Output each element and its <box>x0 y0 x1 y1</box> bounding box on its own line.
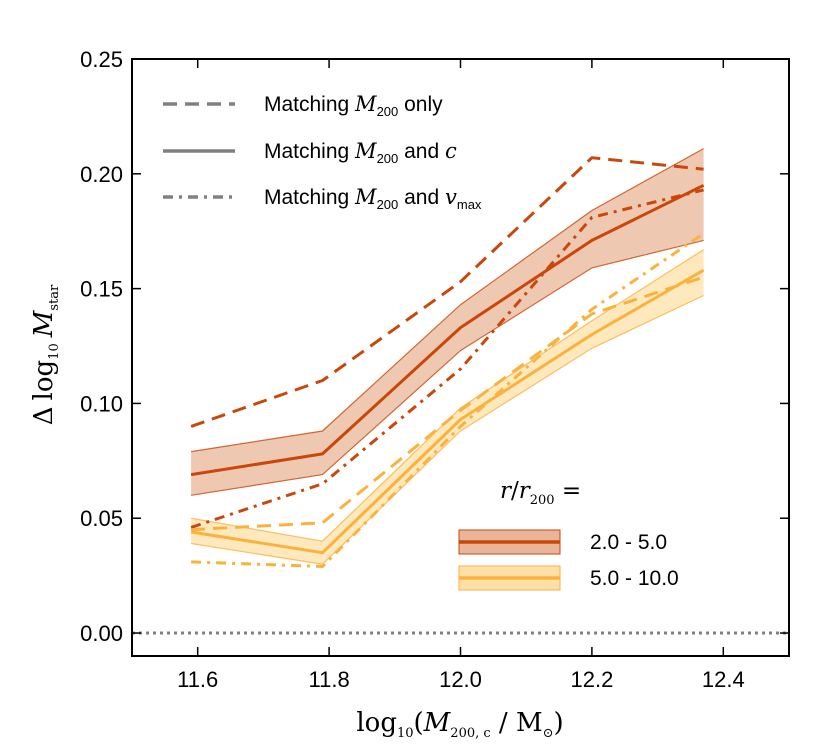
y-axis-title: Δlog10Mstar <box>29 284 62 425</box>
band-inner <box>191 148 704 496</box>
series-lines <box>190 156 705 568</box>
error-bands <box>190 148 704 565</box>
y-tick-label: 0.00 <box>80 621 123 646</box>
band-outer <box>191 249 704 565</box>
band-upper-edge-inner <box>191 148 704 453</box>
radius-legend: r/r200 = 2.0 - 5.0 5.0 - 10.0 <box>458 478 679 591</box>
legend-dashed-label: Matching M200 only <box>264 92 443 119</box>
line-m200-only-inner <box>190 156 704 428</box>
line-m200-only-outer <box>191 275 705 532</box>
legend-dashdot-label: Matching M200 and vmax <box>264 185 482 212</box>
band-upper-edge-outer <box>190 249 704 542</box>
line-m200-vmax-outer <box>191 232 705 568</box>
axis-ticks: 11.6 11.8 12.0 12.2 12.4 0.00 0.05 0.10 0.15 0.20… <box>80 47 789 692</box>
band-lower-edge-inner <box>191 239 704 496</box>
x-tick-label: 11.8 <box>309 667 350 692</box>
legend-inner-label: 2.0 - 5.0 <box>590 531 667 554</box>
radius-legend-title: r/r200 = <box>500 478 581 508</box>
x-tick-label: 12.0 <box>439 667 482 692</box>
line-m200-c-inner <box>190 183 705 477</box>
x-tick-label: 12.2 <box>570 667 613 692</box>
y-tick-label: 0.25 <box>80 47 123 72</box>
legend-outer-label: 5.0 - 10.0 <box>590 567 679 590</box>
band-lower-edge-outer <box>191 294 704 565</box>
style-legend: Matching M200 only Matching M200 and c M… <box>163 92 482 212</box>
y-tick-label: 0.15 <box>80 277 123 302</box>
x-axis-title: log10(M200, c / M⊙) <box>356 708 563 741</box>
y-tick-label: 0.05 <box>80 506 123 531</box>
y-tick-label: 0.20 <box>80 162 123 187</box>
x-tick-label: 11.6 <box>177 667 218 692</box>
legend-solid-label: Matching M200 and c <box>264 139 457 166</box>
line-m200-vmax-inner <box>190 188 704 529</box>
line-m200-c-outer <box>190 268 705 555</box>
y-tick-label: 0.10 <box>80 391 123 416</box>
x-tick-label: 12.4 <box>702 667 745 692</box>
